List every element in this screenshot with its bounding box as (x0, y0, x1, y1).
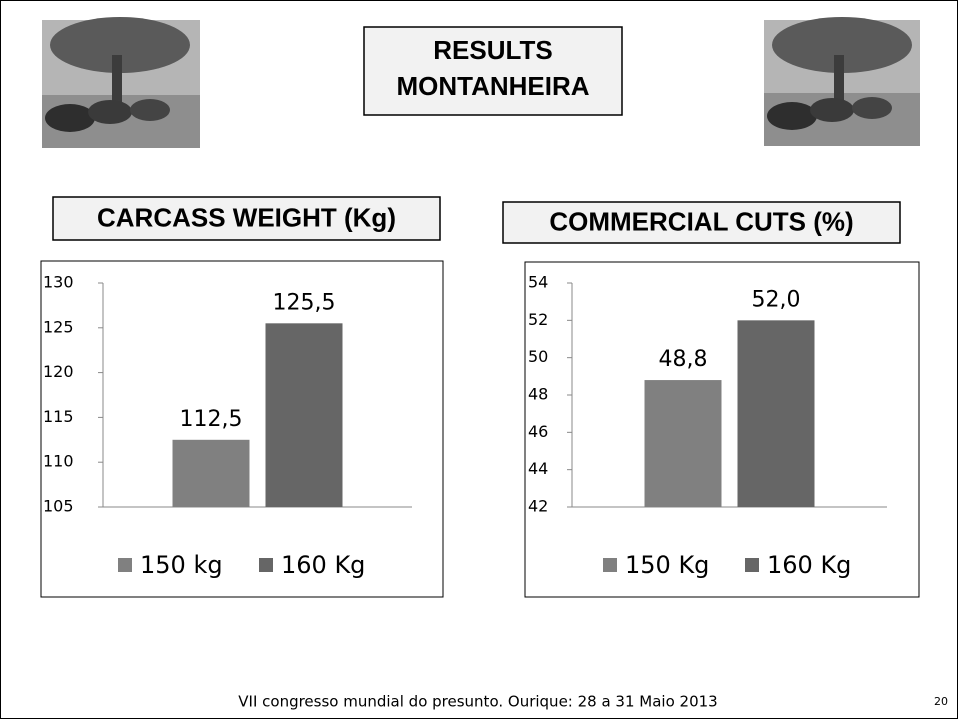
header-title: MONTANHEIRA (396, 71, 589, 101)
legend-swatch (745, 558, 759, 572)
y-tick-label: 130 (43, 273, 74, 292)
y-tick-label: 44 (528, 459, 548, 478)
header-title: RESULTS (433, 35, 552, 65)
value-label: 48,8 (659, 347, 708, 372)
legend-swatch (603, 558, 617, 572)
legend-swatch (259, 558, 273, 572)
chart-title: COMMERCIAL CUTS (%) (549, 206, 853, 236)
chart-title: CARCASS WEIGHT (Kg) (97, 202, 396, 232)
y-tick-label: 50 (528, 347, 548, 366)
y-tick-label: 115 (43, 407, 74, 426)
bar (737, 320, 815, 507)
y-tick-label: 105 (43, 497, 74, 516)
photo-left (42, 17, 200, 148)
chart-title-box (52, 196, 441, 241)
page-number: 20 (934, 695, 948, 708)
legend-label: 160 Kg (767, 551, 851, 579)
y-tick-label: 52 (528, 310, 548, 329)
photo-right (764, 17, 920, 146)
bar (644, 380, 722, 507)
legend-label: 160 Kg (281, 551, 365, 579)
chart-frame (524, 261, 920, 598)
value-label: 125,5 (273, 290, 336, 315)
y-tick-label: 110 (43, 452, 74, 471)
value-label: 112,5 (180, 407, 243, 432)
legend-label: 150 kg (140, 551, 223, 579)
bar (265, 323, 343, 507)
chart-frame (40, 260, 444, 598)
legend-label: 150 Kg (625, 551, 709, 579)
footer-text: VII congresso mundial do presunto. Ouriq… (238, 693, 717, 711)
y-tick-label: 125 (43, 317, 74, 336)
header-box (363, 26, 623, 116)
value-label: 52,0 (752, 287, 801, 312)
y-tick-label: 42 (528, 497, 548, 516)
y-tick-label: 46 (528, 422, 548, 441)
legend-swatch (118, 558, 132, 572)
y-tick-label: 48 (528, 385, 548, 404)
y-tick-label: 54 (528, 273, 548, 292)
y-tick-label: 120 (43, 362, 74, 381)
bar (172, 439, 250, 507)
chart-title-box (502, 201, 901, 244)
